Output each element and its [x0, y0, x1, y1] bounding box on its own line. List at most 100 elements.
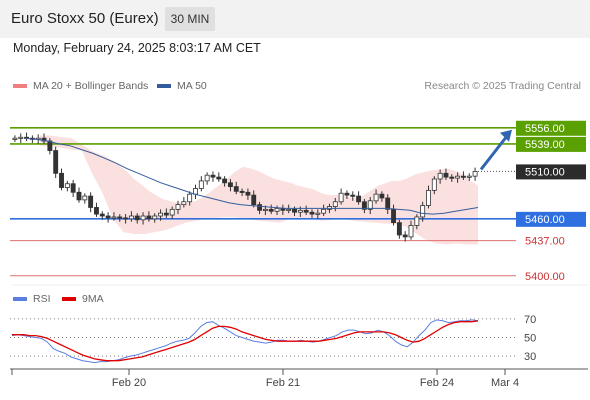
candle-body — [414, 216, 420, 226]
candle-body — [396, 222, 402, 236]
candle-body — [163, 212, 169, 216]
level-label-5437.00: 5437.00 — [525, 236, 565, 248]
candle-body — [350, 194, 356, 197]
timeframe-button[interactable]: 30 MIN — [165, 7, 215, 31]
candle-body — [315, 212, 321, 215]
candle-body — [460, 175, 466, 178]
candle-body — [70, 183, 76, 193]
candle-body — [361, 201, 367, 210]
candle-body — [251, 194, 257, 206]
x-tick-label-Mar-4: Mar 4 — [491, 377, 519, 389]
x-tick-label-Feb-20: Feb 20 — [112, 377, 146, 389]
candle-body — [123, 217, 129, 220]
candle-body — [297, 209, 303, 213]
rsi-line — [11, 319, 479, 364]
candle-body — [431, 178, 437, 191]
candle-body — [239, 190, 245, 193]
candle-body — [18, 136, 24, 139]
candle-body — [152, 215, 158, 220]
candle-body — [338, 192, 344, 203]
candle-body — [379, 193, 385, 199]
candle-body — [140, 215, 146, 221]
candle-body — [391, 208, 396, 224]
level-badge-5539.00 — [516, 136, 586, 152]
level-label-5460.00: 5460.00 — [525, 214, 565, 226]
candle-body — [117, 216, 123, 219]
candle-body — [309, 211, 315, 215]
candle-body — [286, 208, 292, 211]
candle-body — [402, 234, 408, 238]
candle-body — [204, 174, 210, 182]
candle-body — [76, 191, 82, 201]
candle-body — [408, 225, 414, 238]
candle-body — [257, 204, 263, 211]
legend-ma50-label: MA 50 — [177, 80, 207, 92]
candle-body — [227, 182, 233, 187]
candle-body — [53, 150, 59, 174]
forecast-arrow-head — [500, 129, 512, 142]
candle-body — [292, 208, 297, 213]
chart-title: Euro Stoxx 50 (Eurex) — [11, 10, 159, 27]
rsi-tick-label-30: 30 — [524, 351, 536, 363]
candle-body — [216, 176, 222, 180]
candle-body — [245, 191, 251, 196]
candle-body — [466, 175, 472, 178]
candle-body — [321, 208, 327, 214]
candle-body — [134, 215, 140, 221]
candle-body — [455, 175, 461, 179]
candle-body — [367, 200, 373, 210]
candle-body — [146, 215, 152, 220]
candle-body — [82, 195, 88, 201]
candle-body — [274, 208, 280, 212]
candle-body — [332, 201, 338, 207]
legend-rsi-label: RSI — [33, 293, 51, 305]
legend-ma20-swatch — [13, 84, 27, 88]
candle-body — [210, 174, 216, 178]
legend-rsi: RSI — [13, 293, 51, 305]
candle-body — [449, 176, 455, 179]
forecast-arrow — [479, 133, 510, 171]
legend-rsi-ma: 9MA — [62, 293, 104, 305]
candle-body — [233, 186, 239, 192]
x-tick-label-Feb-21: Feb 21 — [266, 377, 300, 389]
candle-body — [420, 205, 426, 218]
credit-text: Research © 2025 Trading Central — [424, 80, 581, 92]
datetime-label: Monday, February 24, 2025 8:03:17 AM CET — [13, 41, 261, 55]
level-label-5510.00: 5510.00 — [525, 166, 565, 178]
x-tick-label-Feb-24: Feb 24 — [420, 377, 454, 389]
candle-body — [158, 212, 163, 217]
candle-body — [99, 213, 105, 217]
legend-rsi-ma-label: 9MA — [82, 293, 104, 305]
header-bar: Euro Stoxx 50 (Eurex) 30 MIN — [0, 0, 590, 38]
legend-rsi-ma-swatch — [62, 297, 76, 301]
legend-ma50-swatch — [157, 84, 171, 88]
level-badge-5556.00 — [516, 120, 586, 136]
candle-body — [187, 193, 193, 203]
candle-body — [94, 207, 99, 215]
rsi-tick-label-70: 70 — [524, 314, 536, 326]
level-label-5400.00: 5400.00 — [525, 271, 565, 283]
candle-body — [41, 137, 47, 142]
candle-body — [88, 195, 94, 208]
candle-body — [128, 215, 134, 220]
candle-body — [443, 172, 449, 178]
candle-body — [64, 183, 70, 188]
last-price-badge — [516, 164, 586, 180]
candle-body — [426, 189, 431, 206]
candle-body — [105, 215, 111, 219]
legend-ma20-label: MA 20 + Bollinger Bands — [33, 80, 149, 92]
candle-body — [59, 172, 64, 188]
level-label-5539.00: 5539.00 — [525, 139, 565, 151]
candle-body — [222, 178, 228, 184]
legend-rsi-swatch — [13, 297, 27, 301]
legend-ma50: MA 50 — [157, 80, 207, 92]
rsi-tick-label-50: 50 — [524, 333, 536, 345]
candle-body — [344, 192, 350, 196]
candle-body — [198, 180, 204, 189]
candle-body — [47, 140, 53, 151]
candle-body — [181, 201, 187, 206]
candle-body — [12, 137, 18, 140]
candle-body — [373, 193, 379, 202]
ma50-line — [24, 137, 479, 215]
